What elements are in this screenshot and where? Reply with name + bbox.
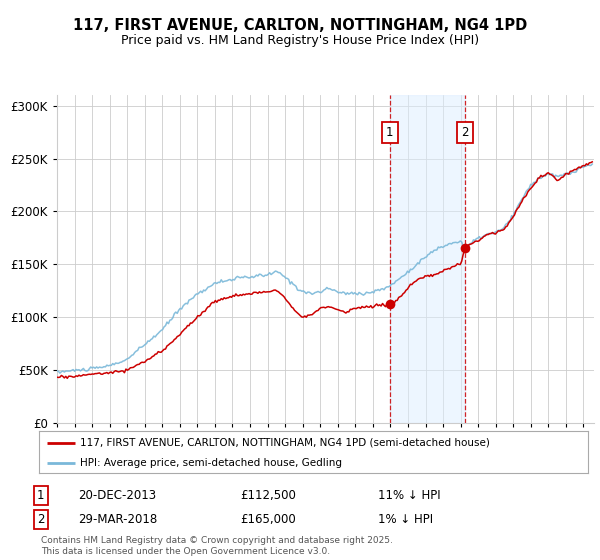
Text: 117, FIRST AVENUE, CARLTON, NOTTINGHAM, NG4 1PD: 117, FIRST AVENUE, CARLTON, NOTTINGHAM, … xyxy=(73,18,527,32)
Text: 1: 1 xyxy=(386,125,394,139)
Text: HPI: Average price, semi-detached house, Gedling: HPI: Average price, semi-detached house,… xyxy=(80,458,342,468)
Text: 20-DEC-2013: 20-DEC-2013 xyxy=(78,489,156,502)
Text: 2: 2 xyxy=(37,513,44,526)
Text: Price paid vs. HM Land Registry's House Price Index (HPI): Price paid vs. HM Land Registry's House … xyxy=(121,34,479,47)
Text: 2: 2 xyxy=(461,125,469,139)
Text: £112,500: £112,500 xyxy=(240,489,296,502)
Text: 11% ↓ HPI: 11% ↓ HPI xyxy=(378,489,440,502)
Text: Contains HM Land Registry data © Crown copyright and database right 2025.
This d: Contains HM Land Registry data © Crown c… xyxy=(41,536,392,556)
Text: £165,000: £165,000 xyxy=(240,513,296,526)
Text: 1% ↓ HPI: 1% ↓ HPI xyxy=(378,513,433,526)
Bar xyxy=(390,95,465,423)
Text: 29-MAR-2018: 29-MAR-2018 xyxy=(78,513,157,526)
Text: 1: 1 xyxy=(37,489,44,502)
Text: 117, FIRST AVENUE, CARLTON, NOTTINGHAM, NG4 1PD (semi-detached house): 117, FIRST AVENUE, CARLTON, NOTTINGHAM, … xyxy=(80,438,490,448)
